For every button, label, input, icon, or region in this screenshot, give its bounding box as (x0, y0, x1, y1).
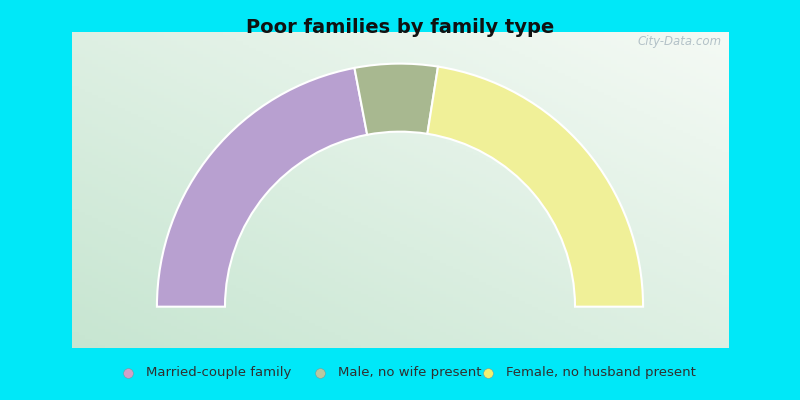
Text: Male, no wife present: Male, no wife present (338, 366, 481, 380)
Wedge shape (427, 66, 643, 307)
Wedge shape (354, 64, 438, 135)
Text: Married-couple family: Married-couple family (146, 366, 291, 380)
Text: Female, no husband present: Female, no husband present (506, 366, 695, 380)
Wedge shape (157, 68, 367, 307)
Text: City-Data.com: City-Data.com (638, 35, 722, 48)
Text: Poor families by family type: Poor families by family type (246, 18, 554, 37)
